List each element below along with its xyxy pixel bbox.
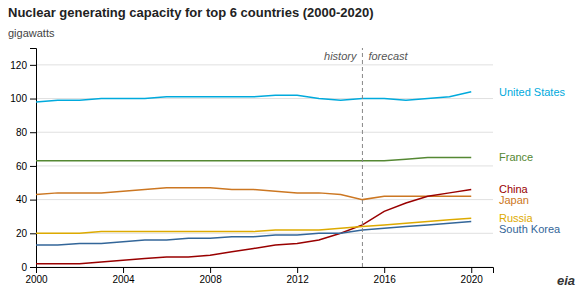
grid-line (36, 233, 493, 234)
series-label: South Korea (499, 223, 561, 235)
tick: 2008 (199, 267, 222, 285)
tick-mark (30, 132, 36, 133)
title: Nuclear generating capacity for top 6 co… (8, 5, 374, 20)
x-axis: 2000 2004 2008 2012 2016 2020 (25, 267, 493, 285)
grid (36, 65, 493, 267)
series-line (36, 190, 471, 264)
tick-mark (384, 267, 385, 273)
tick-label: 2004 (112, 274, 135, 285)
tick-label: 2008 (199, 274, 222, 285)
series-line (36, 158, 471, 161)
tick-mark (471, 267, 472, 273)
tick-mark (30, 200, 36, 201)
series-line (36, 218, 471, 233)
series-labels: United StatesFranceJapanChinaRussiaSouth… (499, 86, 566, 235)
grid-line (36, 64, 493, 65)
tick: 2004 (112, 267, 135, 285)
axis-line (30, 49, 37, 268)
tick-label: 20 (16, 228, 28, 239)
tick: 0 (21, 262, 36, 273)
tick-label: 2000 (25, 274, 48, 285)
history-label: history (324, 50, 358, 62)
grid-line (36, 199, 493, 200)
axis-line (37, 268, 494, 274)
series-line (36, 222, 471, 246)
tick-label: 0 (21, 262, 27, 273)
series-line (36, 188, 471, 200)
tick-label: 100 (10, 93, 27, 104)
tick: 80 (16, 127, 36, 138)
tick-label: 2012 (287, 274, 310, 285)
tick-label: 40 (16, 194, 28, 205)
grid-line (36, 132, 493, 133)
series-label: United States (499, 86, 566, 98)
tick-mark (210, 267, 211, 273)
series-line (36, 92, 471, 102)
tick: 60 (16, 161, 36, 172)
tick-label: 60 (16, 161, 28, 172)
tick: 100 (10, 93, 36, 104)
chart-container: 2000 2004 2008 2012 2016 2020 0 20 40 60 80 100 120 h… (0, 0, 583, 291)
tick-mark (30, 65, 36, 66)
tick: 120 (10, 60, 36, 71)
tick: 40 (16, 194, 36, 205)
chart: 2000 2004 2008 2012 2016 2020 0 20 40 60 80 100 120 h… (0, 0, 583, 291)
tick-mark (30, 267, 36, 268)
forecast-line (362, 48, 363, 267)
series-label: China (499, 183, 529, 195)
tick: 2016 (374, 267, 397, 285)
tick-mark (297, 267, 298, 273)
tick-label: 80 (16, 127, 28, 138)
y-axis: 0 20 40 60 80 100 120 (10, 49, 36, 273)
tick-label: 120 (10, 60, 27, 71)
tick-mark (30, 99, 36, 100)
grid-line (36, 165, 493, 166)
tick: 2020 (461, 267, 484, 285)
y-axis-title: gigawatts (8, 27, 55, 39)
tick: 2012 (287, 267, 310, 285)
tick: 20 (16, 228, 36, 239)
series-label: France (499, 151, 533, 163)
tick-label: 2016 (374, 274, 397, 285)
tick: 2000 (25, 267, 48, 285)
plot-area (36, 48, 471, 267)
series-label: Japan (499, 194, 529, 206)
note: eia (557, 273, 575, 288)
tick-mark (30, 233, 36, 234)
forecast-label: forecast (368, 50, 408, 62)
tick-mark (30, 166, 36, 167)
tick-label: 2020 (461, 274, 484, 285)
tick-mark (123, 267, 124, 273)
